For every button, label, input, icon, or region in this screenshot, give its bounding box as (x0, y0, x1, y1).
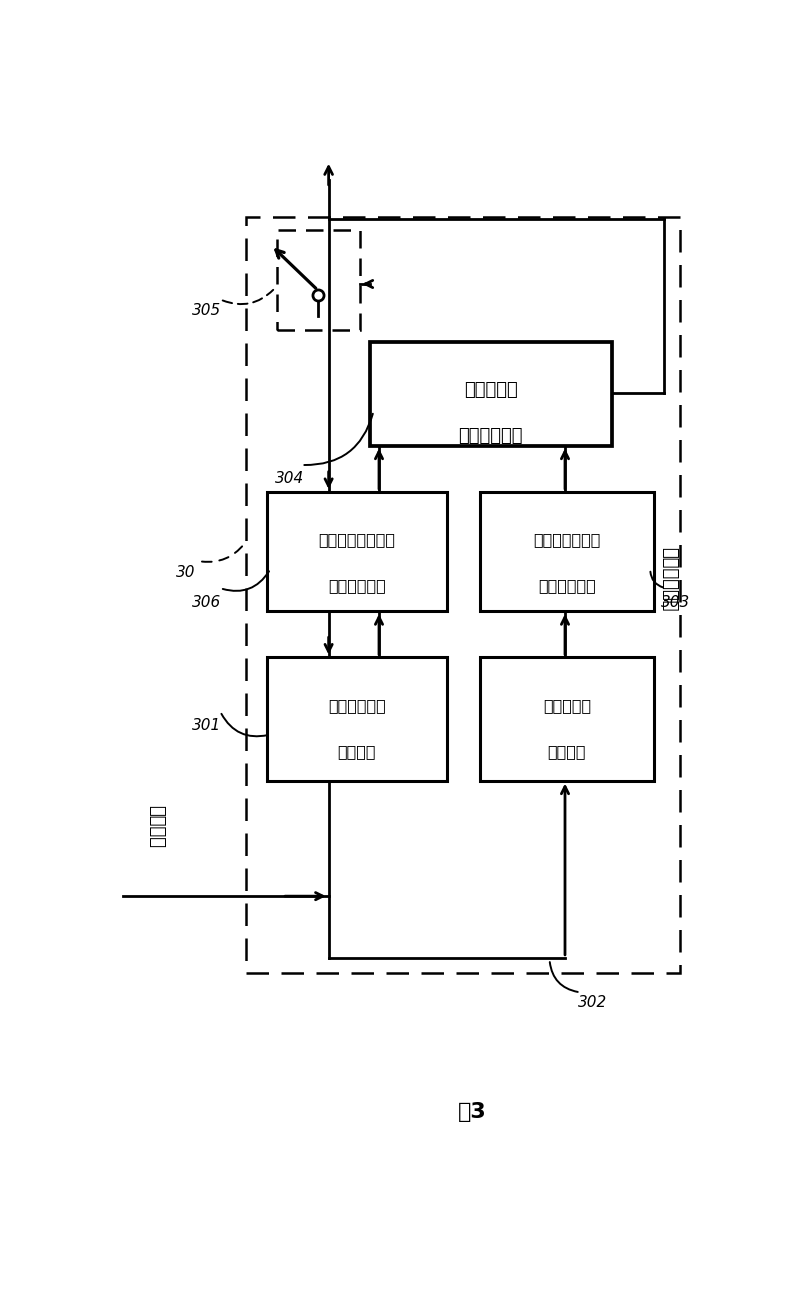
Text: 303: 303 (662, 595, 690, 610)
Text: 延迟相关函数直流: 延迟相关函数直流 (318, 532, 395, 547)
Text: 图3: 图3 (458, 1101, 486, 1122)
Text: 偏移消除电路: 偏移消除电路 (538, 578, 596, 594)
Text: 301: 301 (192, 718, 222, 732)
Text: 304: 304 (275, 471, 305, 487)
Bar (480, 658, 654, 781)
Text: 输入信号: 输入信号 (147, 806, 165, 849)
Text: 30: 30 (175, 565, 195, 581)
Text: 自相关函数: 自相关函数 (543, 697, 591, 713)
Bar (277, 230, 360, 330)
Text: 计算电路: 计算电路 (338, 744, 376, 759)
Bar (266, 492, 447, 611)
Text: 计算电路: 计算电路 (548, 744, 586, 759)
Text: 自相关函数直流: 自相关函数直流 (534, 532, 601, 547)
Bar (370, 341, 611, 446)
Text: 305: 305 (192, 303, 222, 318)
Text: 偏移消除电路: 偏移消除电路 (328, 578, 386, 594)
Text: 306: 306 (192, 595, 222, 610)
Text: 根太频用器: 根太频用器 (464, 381, 518, 399)
Text: 封包检测量处: 封包检测量处 (458, 426, 523, 445)
Bar (246, 217, 680, 973)
Bar (266, 658, 447, 781)
Bar (480, 492, 654, 611)
Text: 封包检测电路: 封包检测电路 (661, 548, 678, 612)
Text: 302: 302 (578, 995, 606, 1010)
Text: 延迟相关函数: 延迟相关函数 (328, 697, 386, 713)
